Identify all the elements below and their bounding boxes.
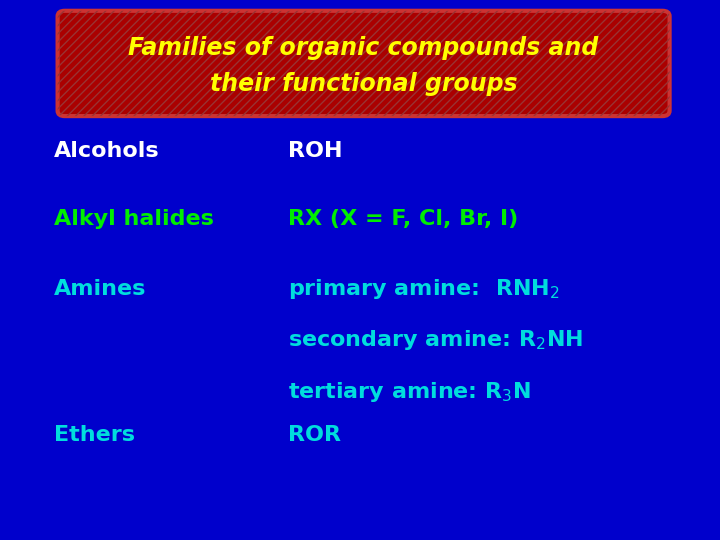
Text: Alkyl halides: Alkyl halides [54, 208, 214, 229]
FancyBboxPatch shape [58, 11, 670, 116]
Text: primary amine:  RNH$_2$: primary amine: RNH$_2$ [288, 277, 559, 301]
Text: RX (X = F, Cl, Br, I): RX (X = F, Cl, Br, I) [288, 208, 518, 229]
Text: ROH: ROH [288, 141, 343, 161]
Text: ROR: ROR [288, 424, 341, 445]
Text: Ethers: Ethers [54, 424, 135, 445]
Text: their functional groups: their functional groups [210, 72, 518, 96]
Text: secondary amine: R$_2$NH: secondary amine: R$_2$NH [288, 328, 582, 352]
Text: Alcohols: Alcohols [54, 141, 160, 161]
Text: tertiary amine: R$_3$N: tertiary amine: R$_3$N [288, 380, 531, 403]
Text: Amines: Amines [54, 279, 146, 299]
Text: Families of organic compounds and: Families of organic compounds and [128, 36, 599, 59]
